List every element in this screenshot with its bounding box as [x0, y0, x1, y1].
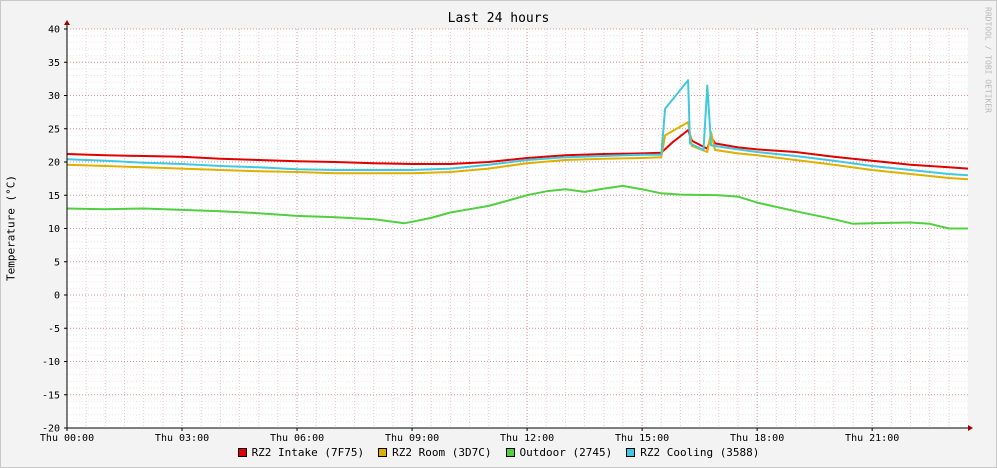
chart-title: Last 24 hours: [447, 11, 550, 26]
legend-item: RZ2 Room (3D7C): [378, 446, 492, 459]
x-tick-label: Thu 03:00: [155, 433, 209, 444]
y-tick-label: -15: [42, 390, 60, 401]
series-line-3: [66, 184, 968, 230]
legend-swatch: [378, 448, 388, 457]
x-tick-label: Thu 15:00: [615, 433, 669, 444]
y-axis-arrow: [64, 20, 70, 25]
y-tick-label: 15: [48, 191, 60, 202]
legend-item: Outdoor (2745): [505, 446, 613, 459]
y-tick-label: -5: [48, 324, 60, 335]
x-tick-label: Thu 18:00: [730, 433, 784, 444]
legend-label: Outdoor (2745): [519, 446, 613, 459]
legend-item: RZ2 Cooling (3588): [626, 446, 759, 459]
series-lines: [66, 79, 969, 230]
y-tick-label: 30: [48, 91, 60, 102]
x-tick-label: Thu 21:00: [845, 433, 899, 444]
legend-label: RZ2 Room (3D7C): [392, 446, 492, 459]
legend-item: RZ2 Intake (7F75): [237, 446, 365, 459]
x-tick-label: Thu 09:00: [385, 433, 439, 444]
y-tick-label: 20: [48, 158, 60, 169]
series-line-2: [66, 121, 969, 181]
legend-label: RZ2 Intake (7F75): [251, 446, 365, 459]
y-tick-label: 5: [54, 257, 60, 268]
y-tick-label: 0: [54, 291, 60, 302]
series-line-1: [66, 129, 969, 170]
x-axis-arrow: [968, 425, 973, 431]
axes: [64, 20, 973, 431]
series-line-4: [66, 79, 969, 177]
legend: RZ2 Intake (7F75) RZ2 Room (3D7C) Outdoor …: [0, 446, 997, 459]
x-tick-label: Thu 12:00: [500, 433, 554, 444]
y-tick-label: 40: [48, 25, 60, 36]
y-tick-label: 25: [48, 124, 60, 135]
legend-swatch: [505, 448, 515, 457]
x-tick-label: Thu 06:00: [270, 433, 324, 444]
x-tick-labels: Thu 00:00 Thu 03:00 Thu 06:00 Thu 09:00 Thu …: [40, 428, 899, 444]
legend-label: RZ2 Cooling (3588): [640, 446, 760, 459]
legend-swatch: [237, 448, 247, 457]
y-tick-label: -20: [42, 424, 60, 435]
x-tick-label: Thu 00:00: [40, 433, 94, 444]
legend-swatch: [626, 448, 636, 457]
y-tick-label: -10: [42, 357, 60, 368]
y-tick-label: 35: [48, 58, 60, 69]
y-tick-labels: 40 35 30 25 20 15 10 5 0 -5 -10 -15 -20: [42, 25, 67, 435]
y-tick-label: 10: [48, 224, 60, 235]
